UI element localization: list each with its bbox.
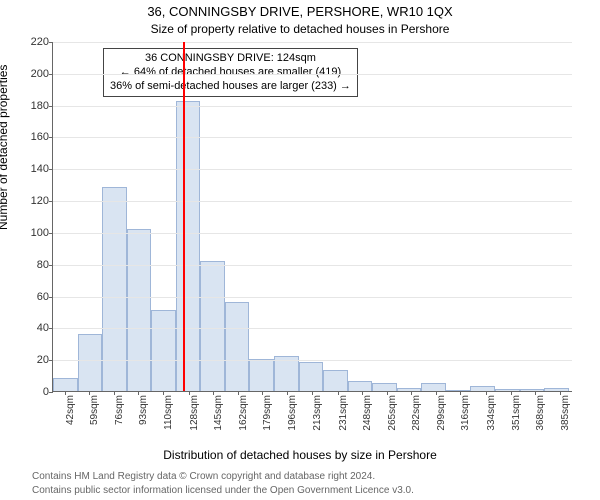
histogram-bar (446, 390, 471, 391)
xtick-label: 282sqm (411, 395, 422, 431)
histogram-bar (544, 388, 569, 391)
page-title: 36, CONNINGSBY DRIVE, PERSHORE, WR10 1QX (0, 4, 600, 19)
xtick-label: 93sqm (138, 395, 149, 425)
xtick-label: 299sqm (436, 395, 447, 431)
footer-credit-2: Contains public sector information licen… (32, 485, 414, 496)
footer-credit-1: Contains HM Land Registry data © Crown c… (32, 471, 375, 482)
histogram-bar (323, 370, 348, 391)
xtick-label: 42sqm (65, 395, 76, 425)
histogram-bar (151, 310, 176, 391)
ytick-label: 160 (9, 131, 53, 143)
ytick-label: 40 (9, 322, 53, 334)
histogram-bar (176, 101, 201, 391)
xtick-label: 385sqm (560, 395, 571, 431)
xtick-label: 368sqm (535, 395, 546, 431)
xtick-label: 265sqm (387, 395, 398, 431)
marker-line (183, 42, 185, 391)
gridline-h (53, 74, 572, 75)
annotation-box: 36 CONNINGSBY DRIVE: 124sqm ← 64% of det… (103, 48, 358, 97)
ytick-label: 180 (9, 100, 53, 112)
xtick-label: 231sqm (338, 395, 349, 431)
histogram-bar (127, 229, 152, 391)
gridline-h (53, 297, 572, 298)
xtick-label: 351sqm (511, 395, 522, 431)
xtick-label: 196sqm (287, 395, 298, 431)
gridline-h (53, 106, 572, 107)
gridline-h (53, 42, 572, 43)
gridline-h (53, 360, 572, 361)
xtick-label: 316sqm (460, 395, 471, 431)
histogram-bar (372, 383, 397, 391)
annotation-line-2: ← 64% of detached houses are smaller (41… (110, 66, 351, 80)
xtick-label: 213sqm (312, 395, 323, 431)
histogram-bar (520, 389, 545, 391)
ytick-label: 120 (9, 195, 53, 207)
ytick-label: 220 (9, 36, 53, 48)
gridline-h (53, 265, 572, 266)
xtick-label: 76sqm (114, 395, 125, 425)
gridline-h (53, 169, 572, 170)
histogram-bar (78, 334, 103, 391)
histogram-bar (200, 261, 225, 391)
histogram-bar (421, 383, 446, 391)
gridline-h (53, 137, 572, 138)
ytick-label: 0 (9, 386, 53, 398)
annotation-line-1: 36 CONNINGSBY DRIVE: 124sqm (110, 52, 351, 66)
annotation-line-3: 36% of semi-detached houses are larger (… (110, 80, 351, 94)
xtick-label: 110sqm (163, 395, 174, 430)
ytick-label: 60 (9, 291, 53, 303)
gridline-h (53, 233, 572, 234)
histogram-bar (225, 302, 250, 391)
histogram-bar (397, 388, 422, 391)
ytick-label: 200 (9, 68, 53, 80)
histogram-bar (495, 389, 520, 391)
xtick-label: 162sqm (238, 395, 249, 431)
xtick-label: 334sqm (486, 395, 497, 431)
xtick-label: 145sqm (213, 395, 224, 431)
xtick-label: 179sqm (262, 395, 273, 431)
histogram-bar (299, 362, 324, 391)
ytick-label: 140 (9, 163, 53, 175)
histogram-bar (470, 386, 495, 391)
xtick-label: 248sqm (362, 395, 373, 431)
ytick-label: 20 (9, 354, 53, 366)
xtick-label: 128sqm (189, 395, 200, 431)
chart-subtitle: Size of property relative to detached ho… (0, 22, 600, 36)
gridline-h (53, 201, 572, 202)
chart-plot-area: 36 CONNINGSBY DRIVE: 124sqm ← 64% of det… (52, 42, 572, 392)
xtick-label: 59sqm (89, 395, 100, 425)
ytick-label: 100 (9, 227, 53, 239)
histogram-bar (274, 356, 299, 391)
histogram-bar (249, 359, 274, 391)
x-axis-label: Distribution of detached houses by size … (0, 448, 600, 462)
histogram-bar (348, 381, 373, 391)
ytick-label: 80 (9, 259, 53, 271)
histogram-bar (53, 378, 78, 391)
gridline-h (53, 328, 572, 329)
